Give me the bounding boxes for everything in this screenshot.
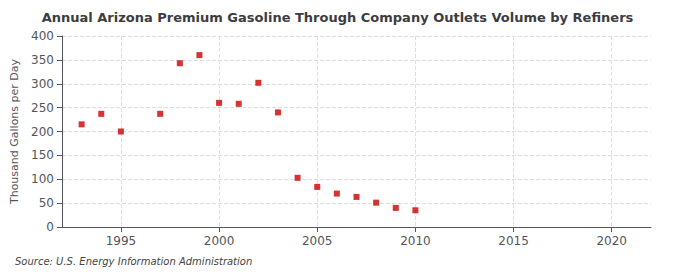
svg-text:2015: 2015 — [498, 234, 529, 248]
svg-text:2010: 2010 — [400, 234, 431, 248]
svg-text:Thousand Gallons per Day: Thousand Gallons per Day — [8, 58, 21, 205]
svg-text:200: 200 — [31, 125, 54, 139]
svg-text:150: 150 — [31, 148, 54, 162]
svg-text:50: 50 — [39, 196, 54, 210]
svg-text:2005: 2005 — [302, 234, 333, 248]
svg-text:400: 400 — [31, 29, 54, 43]
svg-text:Annual Arizona Premium Gasolin: Annual Arizona Premium Gasoline Through … — [42, 10, 634, 25]
svg-text:0: 0 — [46, 220, 54, 234]
svg-text:100: 100 — [31, 172, 54, 186]
svg-text:2000: 2000 — [204, 234, 235, 248]
svg-text:1995: 1995 — [106, 234, 137, 248]
svg-text:250: 250 — [31, 101, 54, 115]
svg-text:Source: U.S. Energy Informatio: Source: U.S. Energy Information Administ… — [15, 256, 252, 267]
svg-text:350: 350 — [31, 53, 54, 67]
svg-text:300: 300 — [31, 77, 54, 91]
svg-text:2020: 2020 — [596, 234, 627, 248]
